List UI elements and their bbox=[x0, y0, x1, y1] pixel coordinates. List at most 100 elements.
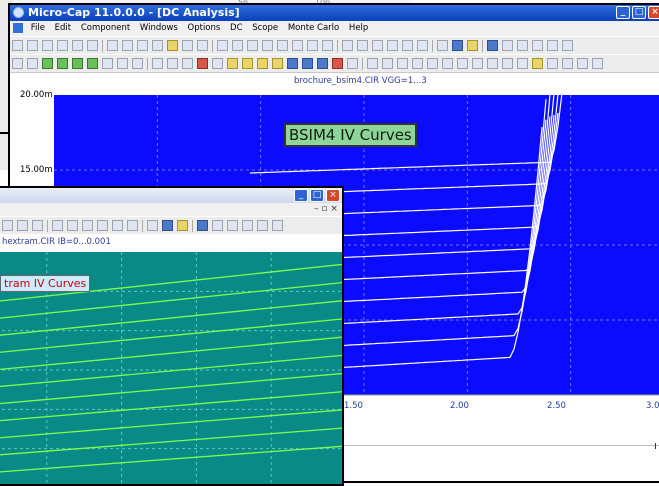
measure-icon[interactable] bbox=[532, 40, 543, 51]
horizontal-plot-icon[interactable] bbox=[412, 58, 423, 69]
tag-point-icon[interactable] bbox=[242, 58, 253, 69]
battery-icon[interactable] bbox=[292, 40, 303, 51]
undo-icon[interactable] bbox=[107, 40, 118, 51]
source-icon[interactable] bbox=[307, 40, 318, 51]
extram-measure-icon[interactable] bbox=[242, 220, 253, 231]
diode-icon[interactable] bbox=[277, 40, 288, 51]
text-icon[interactable] bbox=[42, 58, 53, 69]
ground-icon[interactable] bbox=[217, 40, 228, 51]
run-icon[interactable] bbox=[152, 58, 163, 69]
valley-icon[interactable] bbox=[317, 58, 328, 69]
list-icon[interactable] bbox=[517, 58, 528, 69]
tag-icon[interactable] bbox=[227, 58, 238, 69]
zoom-in-icon[interactable] bbox=[437, 40, 448, 51]
extram-page-icon[interactable] bbox=[127, 220, 138, 231]
layout-icon[interactable] bbox=[357, 40, 368, 51]
highlight-icon[interactable] bbox=[532, 58, 543, 69]
peak-icon[interactable] bbox=[302, 58, 313, 69]
properties-icon[interactable] bbox=[87, 40, 98, 51]
extram-grid-icon[interactable] bbox=[52, 220, 63, 231]
cascade-icon[interactable] bbox=[387, 40, 398, 51]
extram-minimize-button[interactable]: _ bbox=[294, 189, 308, 202]
extram-title-strip[interactable]: _ □ × bbox=[0, 188, 342, 203]
extram-probe-icon[interactable] bbox=[197, 220, 208, 231]
scale-icon[interactable] bbox=[197, 58, 208, 69]
menu-scope[interactable]: Scope bbox=[252, 23, 279, 33]
histogram-icon[interactable] bbox=[502, 58, 513, 69]
polar-icon[interactable] bbox=[487, 58, 498, 69]
window-icon[interactable] bbox=[402, 40, 413, 51]
bold-text-icon[interactable] bbox=[117, 58, 128, 69]
extram-cascade-icon[interactable] bbox=[97, 220, 108, 231]
window-title-bar[interactable]: Micro-Cap 11.0.0.0 - [DC Analysis] _ □ × bbox=[10, 5, 659, 21]
menu-file[interactable]: File bbox=[30, 23, 45, 33]
tag-horizontal-icon[interactable] bbox=[257, 58, 268, 69]
extram-layout-icon[interactable] bbox=[67, 220, 78, 231]
zoom-out-icon[interactable] bbox=[452, 40, 463, 51]
extram-source-icon[interactable] bbox=[2, 220, 13, 231]
dropdown-icon[interactable] bbox=[547, 58, 558, 69]
zoom-icon[interactable] bbox=[577, 58, 588, 69]
menu-dc[interactable]: DC bbox=[230, 23, 243, 33]
transistor-icon[interactable] bbox=[322, 40, 333, 51]
bus-icon[interactable] bbox=[72, 58, 83, 69]
extram-tools-icon[interactable] bbox=[257, 220, 268, 231]
extram-help-icon[interactable] bbox=[272, 220, 283, 231]
extram-zoom-in-icon[interactable] bbox=[147, 220, 158, 231]
extram-tile-icon[interactable] bbox=[82, 220, 93, 231]
capacitor-icon[interactable] bbox=[247, 40, 258, 51]
analysis-icon[interactable] bbox=[517, 40, 528, 51]
wire-icon[interactable] bbox=[57, 58, 68, 69]
info-icon[interactable] bbox=[132, 58, 143, 69]
auto-scale-icon[interactable] bbox=[212, 58, 223, 69]
page-icon[interactable] bbox=[417, 40, 428, 51]
menu-options[interactable]: Options bbox=[187, 23, 221, 33]
extram-analysis-icon[interactable] bbox=[227, 220, 238, 231]
cursor-icon[interactable] bbox=[287, 58, 298, 69]
paste-icon[interactable] bbox=[167, 40, 178, 51]
print-icon[interactable] bbox=[57, 40, 68, 51]
tile-icon[interactable] bbox=[372, 40, 383, 51]
extram-mdi-controls[interactable]: – ▫ × bbox=[314, 204, 338, 214]
probe-icon[interactable] bbox=[487, 40, 498, 51]
nyquist-icon[interactable] bbox=[457, 58, 468, 69]
print-preview-icon[interactable] bbox=[72, 40, 83, 51]
pause-icon[interactable] bbox=[182, 58, 193, 69]
grid-icon[interactable] bbox=[342, 40, 353, 51]
redo-icon[interactable] bbox=[122, 40, 133, 51]
slope-icon[interactable] bbox=[332, 58, 343, 69]
extram-transistor-icon[interactable] bbox=[32, 220, 43, 231]
graphics-icon[interactable] bbox=[87, 58, 98, 69]
select-icon[interactable] bbox=[197, 40, 208, 51]
menu-icon[interactable] bbox=[562, 58, 573, 69]
vertical-plot-icon[interactable] bbox=[427, 58, 438, 69]
extram-zoom-out-icon[interactable] bbox=[162, 220, 173, 231]
cut-icon[interactable] bbox=[137, 40, 148, 51]
inductor-icon[interactable] bbox=[262, 40, 273, 51]
menu-windows[interactable]: Windows bbox=[139, 23, 178, 33]
flag-icon[interactable] bbox=[102, 58, 113, 69]
menu-component[interactable]: Component bbox=[80, 23, 131, 33]
close-button[interactable]: × bbox=[648, 6, 659, 19]
extram-diode-icon[interactable] bbox=[17, 220, 28, 231]
bode-icon[interactable] bbox=[442, 58, 453, 69]
graph-icon[interactable] bbox=[347, 58, 358, 69]
menu-monte-carlo[interactable]: Monte Carlo bbox=[287, 23, 340, 33]
open-file-icon[interactable] bbox=[27, 40, 38, 51]
component-icon[interactable] bbox=[27, 58, 38, 69]
scope-icon[interactable] bbox=[502, 40, 513, 51]
tools-icon[interactable] bbox=[547, 40, 558, 51]
copy-icon[interactable] bbox=[152, 40, 163, 51]
table-icon[interactable] bbox=[367, 58, 378, 69]
arrow-icon[interactable] bbox=[12, 58, 23, 69]
save-icon[interactable] bbox=[42, 40, 53, 51]
extram-fit-icon[interactable] bbox=[177, 220, 188, 231]
resistor-icon[interactable] bbox=[232, 40, 243, 51]
help-icon[interactable] bbox=[562, 40, 573, 51]
extram-window-icon[interactable] bbox=[112, 220, 123, 231]
chart-icon[interactable] bbox=[382, 58, 393, 69]
new-file-icon[interactable] bbox=[12, 40, 23, 51]
fit-icon[interactable] bbox=[467, 40, 478, 51]
extram-close-button[interactable]: × bbox=[326, 189, 340, 202]
extram-maximize-button[interactable]: □ bbox=[310, 189, 324, 202]
